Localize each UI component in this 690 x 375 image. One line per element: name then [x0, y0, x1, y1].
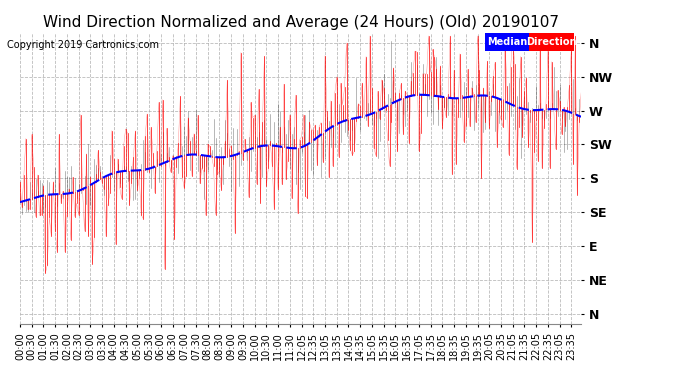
Text: Median: Median: [487, 37, 527, 47]
Title: Wind Direction Normalized and Average (24 Hours) (Old) 20190107: Wind Direction Normalized and Average (2…: [43, 15, 559, 30]
Text: Direction: Direction: [526, 37, 577, 47]
Text: Copyright 2019 Cartronics.com: Copyright 2019 Cartronics.com: [7, 40, 159, 50]
